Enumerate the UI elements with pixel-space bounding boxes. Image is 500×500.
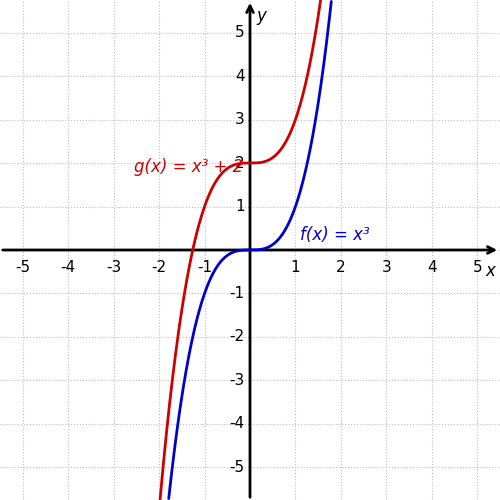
Text: -4: -4 <box>60 260 76 274</box>
Text: f(x) = x³: f(x) = x³ <box>300 226 370 244</box>
Text: -1: -1 <box>230 286 244 301</box>
Text: 1: 1 <box>290 260 300 274</box>
Text: -3: -3 <box>106 260 122 274</box>
Text: y: y <box>257 6 266 25</box>
Text: 3: 3 <box>382 260 391 274</box>
Text: 4: 4 <box>427 260 436 274</box>
Text: 2: 2 <box>336 260 345 274</box>
Text: x: x <box>486 262 496 280</box>
Text: 3: 3 <box>235 112 244 127</box>
Text: -3: -3 <box>230 373 244 388</box>
Text: -2: -2 <box>152 260 166 274</box>
Text: -2: -2 <box>230 330 244 344</box>
Text: 2: 2 <box>235 156 244 170</box>
Text: 5: 5 <box>235 25 244 40</box>
Text: -5: -5 <box>15 260 30 274</box>
Text: 4: 4 <box>235 68 244 84</box>
Text: 1: 1 <box>235 199 244 214</box>
Text: -5: -5 <box>230 460 244 475</box>
Text: 5: 5 <box>472 260 482 274</box>
Text: -4: -4 <box>230 416 244 432</box>
Text: g(x) = x³ + 2: g(x) = x³ + 2 <box>134 158 244 176</box>
Text: -1: -1 <box>197 260 212 274</box>
